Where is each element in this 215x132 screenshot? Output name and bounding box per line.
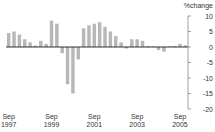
bar [103,27,106,47]
bar [39,41,42,47]
bar [7,33,10,47]
bar [71,47,74,94]
bar [162,47,165,52]
y-tick [188,78,191,79]
bar [44,44,47,47]
bar [178,44,181,47]
bar [98,22,101,47]
y-tick-label: -10 [203,75,213,82]
bar [28,42,31,47]
y-tick [188,62,191,63]
bar [114,36,117,47]
x-tick-label: Sep2003 [129,113,145,128]
y-tick-label: 10 [205,13,213,20]
x-tick-label-line: 1997 [1,121,17,128]
bar [141,41,144,47]
bar [82,28,85,47]
x-tick-label-line: Sep [45,113,58,121]
bar [77,47,80,59]
x-tick-label-line: 2003 [129,121,145,128]
y-tick [188,109,191,110]
y-tick [188,93,191,94]
bar [109,32,112,48]
x-tick-label-line: Sep [131,113,144,121]
y-tick [188,47,191,48]
bar [18,35,21,47]
x-tick-label: Sep1999 [44,113,60,128]
x-tick-label-line: Sep [174,113,187,121]
bar [23,39,26,47]
zero-line [6,47,188,48]
bar [93,24,96,47]
bar [50,21,53,47]
chart: %change-20-15-10-50510Sep1997Sep1999Sep2… [0,0,215,132]
bar [130,39,133,47]
x-tick-label: Sep2005 [172,113,188,128]
x-tick-label: Sep2001 [87,113,103,128]
x-tick-label-line: 1999 [44,121,60,128]
x-tick-label-line: 2001 [87,121,103,128]
y-tick [188,16,191,17]
y-tick-label: -20 [203,106,213,113]
bar [157,47,160,50]
bar [60,47,63,53]
bar [119,42,122,47]
bar [55,24,58,47]
bars [7,21,187,94]
bar [12,32,15,48]
bar [135,39,138,47]
x-tick-label-line: Sep [2,113,15,121]
x-tick-label-line: 2005 [172,121,188,128]
y-tick [188,31,191,32]
y-tick-label: -5 [207,59,213,66]
x-tick-label-line: Sep [88,113,101,121]
y-tick-label: 0 [209,44,213,51]
y-tick-label: 5 [209,28,213,35]
bar [66,47,69,84]
x-tick-label: Sep1997 [1,113,17,128]
y-tick-label: -15 [203,90,213,97]
bar [87,25,90,47]
y-label: %change [184,2,213,10]
